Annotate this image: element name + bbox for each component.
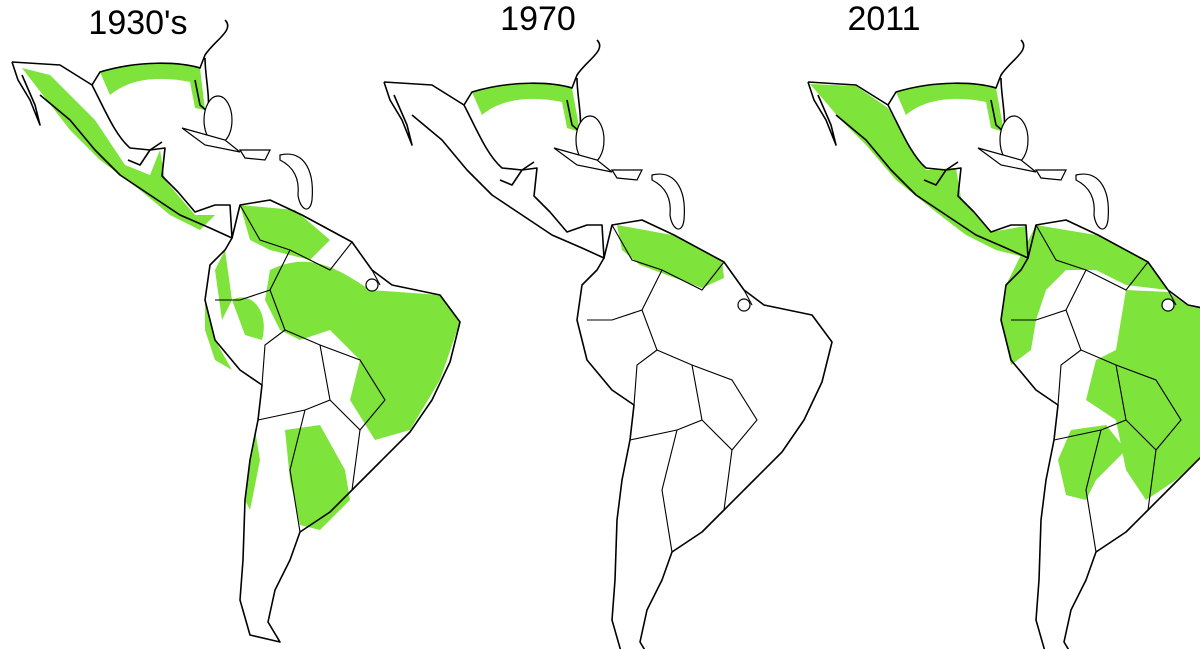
green-region [472,83,580,132]
green-region [205,300,232,370]
green-region [1001,225,1168,365]
green-region [810,84,1028,258]
green-region [100,63,205,110]
green-region [240,205,330,260]
green-region [22,68,215,230]
panel-2011: 2011 [807,0,1200,649]
green-region [617,225,724,288]
panel-1930s: 1930's [11,4,461,643]
green-region [232,297,264,340]
green-region [215,250,232,320]
green-region [285,425,350,530]
panel-title: 1970 [500,0,576,38]
panel-title: 1930's [88,4,187,42]
green-region [265,261,460,440]
panel-1970: 1970 [383,0,833,649]
green-region [1086,290,1200,500]
green-region [896,83,1004,132]
panel-title: 2011 [847,0,920,38]
green-region [245,430,260,510]
green-region [1058,425,1126,500]
